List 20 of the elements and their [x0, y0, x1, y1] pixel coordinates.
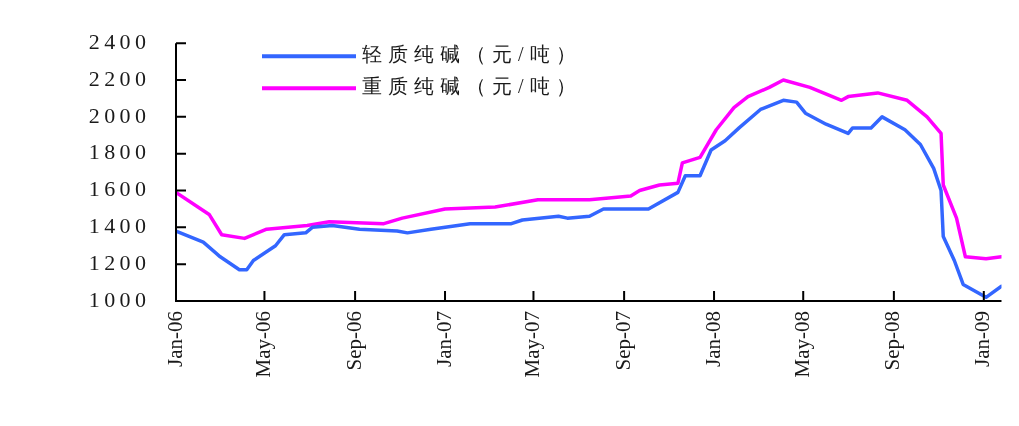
x-tick-label: May-08 [789, 311, 814, 378]
y-tick-label: 1 6 0 0 [88, 176, 146, 202]
y-tick-label: 1 2 0 0 [88, 249, 146, 275]
x-tick-label: May-06 [250, 311, 275, 378]
y-tick-label: 2 2 0 0 [88, 65, 146, 91]
x-tick-label: Jan-07 [431, 311, 456, 367]
y-tick-label: 1 8 0 0 [88, 139, 146, 165]
x-tick-label: Sep-07 [610, 311, 635, 371]
legend-label: 重质纯碱（元/吨） [362, 75, 582, 98]
x-tick-label: Sep-08 [880, 311, 905, 371]
x-tick-label: Sep-06 [341, 311, 366, 371]
x-tick-label: Jan-06 [162, 311, 187, 367]
y-tick-label: 1 0 0 0 [88, 286, 146, 312]
x-tick-label: Jan-09 [970, 311, 995, 367]
x-tick-label: Jan-08 [700, 311, 725, 367]
y-tick-label: 1 4 0 0 [88, 213, 146, 239]
y-tick-label: 2 0 0 0 [88, 102, 146, 128]
x-tick-label: May-07 [519, 311, 544, 378]
y-tick-label: 2 4 0 0 [88, 28, 146, 54]
legend-label: 轻质纯碱（元/吨） [362, 43, 582, 66]
